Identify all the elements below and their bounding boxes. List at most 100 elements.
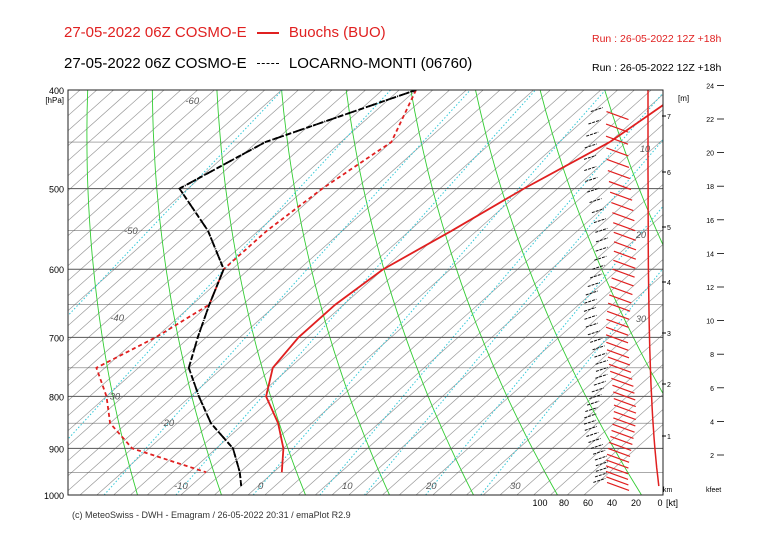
wind-barb-black	[585, 407, 598, 413]
isotherm-line	[281, 153, 663, 495]
wind-barb-red	[606, 318, 629, 328]
wind-barb-black	[595, 227, 608, 233]
isotherm-line	[68, 90, 299, 297]
wind-barb-red	[605, 465, 629, 475]
wind-barb-red	[609, 370, 633, 380]
height-ft-label: 20	[706, 151, 714, 158]
wind-barb-red	[613, 404, 637, 414]
isotherm-line	[68, 90, 165, 177]
run-info-buochs: Run : 26-05-2022 12Z +18h	[592, 33, 722, 45]
title1-station: Buochs (BUO)	[288, 24, 386, 41]
wind-barb-red	[606, 341, 629, 351]
pressure-tick-label: 700	[49, 333, 64, 343]
wind-barb-black	[585, 177, 598, 182]
pressure-tick-label: 900	[49, 444, 64, 454]
wind-barb-black	[584, 314, 597, 320]
isotherm-line	[230, 108, 663, 495]
wind-barb-black	[586, 131, 599, 137]
isotherm-line	[415, 273, 663, 495]
wind-barb-black	[583, 419, 597, 425]
wind-barb-black	[587, 187, 600, 193]
footer-credit: (c) MeteoSwiss - DWH - Emagram / 26-05-2…	[72, 510, 351, 520]
isotherm-line	[449, 303, 663, 495]
isotherm-line	[247, 123, 663, 495]
wind-barb-black	[595, 466, 609, 472]
temperature-label: -40	[110, 313, 124, 324]
isotherm-line	[466, 318, 663, 495]
isotherm-line	[68, 90, 400, 387]
isotherm-line	[214, 93, 663, 495]
wind-barb-black	[584, 298, 597, 304]
wind-barb-black	[595, 359, 608, 365]
height-m-label: 7	[667, 114, 671, 121]
wind-barb-red	[613, 391, 636, 401]
isotherm-line	[533, 378, 663, 495]
isotherm-line	[197, 90, 652, 495]
isotherm-line	[68, 90, 282, 282]
wind-barb-black	[595, 373, 608, 379]
plot-frame	[67, 89, 664, 496]
wind-barb-red	[608, 180, 632, 191]
wind-barb-black	[592, 264, 605, 270]
height-ft-label: 10	[706, 319, 714, 326]
wind-barb-red	[607, 302, 631, 312]
isotherm-line	[68, 90, 215, 222]
wind-barb-black	[590, 443, 604, 449]
isotherm-line	[68, 90, 316, 312]
height-m-label: 2	[667, 382, 671, 389]
isotherm-line	[79, 90, 534, 495]
isotherm-line	[482, 333, 663, 495]
wind-barb-red	[610, 285, 633, 296]
isotherm-line	[68, 90, 450, 432]
wind-barb-red	[613, 398, 637, 408]
title2-prefix: 27-05-2022 06Z COSMO-E	[64, 55, 247, 72]
isotherm-line	[68, 90, 467, 447]
wind-tick-label: 40	[607, 498, 617, 508]
height-ft-label: 14	[706, 251, 714, 258]
isotherm-line	[68, 90, 333, 327]
pressure-grid	[68, 89, 663, 496]
wind-barb-red	[613, 411, 637, 421]
isotherm-line	[298, 168, 663, 495]
wind-barb-red	[606, 453, 630, 463]
wind-barb-black	[594, 352, 607, 358]
wind-barb-black	[591, 208, 605, 214]
isotherm-line	[264, 138, 663, 495]
wind-barb-red	[606, 310, 630, 320]
background-lines	[68, 90, 766, 495]
wind-barb-red	[606, 459, 629, 469]
isotach-label: 30	[636, 314, 646, 324]
dry-adiabat-line	[734, 90, 766, 495]
wind-barb-black	[589, 198, 602, 204]
profile-dewpoint-3	[178, 90, 417, 487]
isotherm-line	[68, 90, 182, 192]
pressure-tick-label: 600	[49, 265, 64, 275]
wind-barb-black	[586, 400, 600, 406]
pressure-tick-label: 800	[49, 392, 64, 402]
wind-barb-black	[584, 425, 597, 431]
temperature-label: 10	[342, 481, 353, 492]
height-ft-label: 18	[706, 184, 714, 191]
wind-barb-red	[611, 201, 634, 212]
wind-barb-red	[606, 349, 630, 359]
wind-barb-black	[584, 413, 597, 419]
pressure-tick-label: 400	[49, 86, 64, 96]
wind-barb-red	[612, 423, 635, 433]
height-m-label: 6	[667, 170, 671, 177]
height-ft-axis-label: kfeet	[706, 487, 721, 494]
wind-barb-red	[611, 429, 634, 439]
wind-axis-label: [kt]	[666, 498, 678, 508]
mixing-ratio-line	[252, 90, 606, 495]
wind-barb-black	[586, 432, 599, 437]
wind-barb-red	[608, 441, 632, 452]
wind-barb-red	[606, 111, 629, 121]
height-m-label: 1	[667, 434, 671, 441]
isotherm-line	[68, 90, 249, 252]
isotherm-line	[68, 90, 501, 477]
wind-barb-red	[606, 158, 630, 168]
height-ft-label: 6	[710, 386, 714, 393]
temperature-label: -60	[185, 96, 199, 107]
title-buochs: 27-05-2022 06Z COSMO-E Buochs (BUO)	[64, 24, 386, 41]
